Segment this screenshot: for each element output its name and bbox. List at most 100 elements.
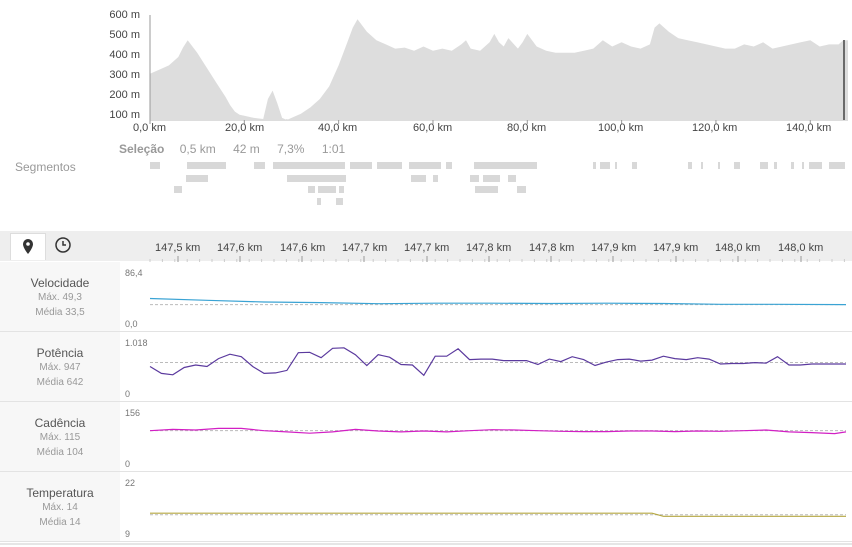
detail-x-tick: 147,9 km	[653, 242, 699, 254]
segment-bar[interactable]	[474, 162, 537, 169]
segment-bar[interactable]	[600, 162, 610, 169]
row-label-cadencia: Cadência Máx. 115 Média 104	[0, 402, 120, 471]
elevation-x-tick: 100,0 km	[598, 122, 644, 134]
segment-bar[interactable]	[632, 162, 637, 169]
elevation-x-tick: 0,0 km	[133, 122, 167, 134]
segment-bar[interactable]	[287, 175, 346, 182]
series-line-3	[150, 512, 846, 517]
detail-tick-marks	[149, 256, 845, 262]
segment-bar[interactable]	[350, 162, 372, 169]
tab-map[interactable]	[10, 233, 46, 260]
detail-x-tick: 147,7 km	[342, 242, 388, 254]
elevation-x-tick: 20,0 km	[225, 122, 265, 134]
metric-title: Temperatura	[26, 486, 94, 500]
segment-bar[interactable]	[470, 175, 479, 182]
row-label-velocidade: Velocidade Máx. 49,3 Média 33,5	[0, 262, 120, 331]
selection-grade: 7,3%	[277, 142, 305, 156]
segment-bar[interactable]	[377, 162, 402, 169]
segment-bar[interactable]	[187, 162, 226, 169]
metric-avg: Média 104	[36, 447, 84, 458]
metric-avg: Média 33,5	[35, 307, 85, 318]
clock-icon	[55, 237, 71, 253]
series-line-2	[149, 427, 847, 435]
elevation-y-tick: 300 m	[109, 69, 140, 81]
segment-bar[interactable]	[308, 186, 315, 193]
detail-x-tick: 148,0 km	[778, 242, 824, 254]
segment-bar[interactable]	[615, 162, 617, 169]
elevation-x-tick: 140,0 km	[786, 122, 832, 134]
elevation-area	[150, 19, 848, 121]
scale-bottom: 9	[125, 529, 131, 539]
segment-bar[interactable]	[186, 175, 208, 182]
elevation-y-tick: 200 m	[109, 89, 140, 101]
detail-x-tick: 147,9 km	[591, 242, 637, 254]
metric-title: Velocidade	[30, 276, 90, 290]
tab-time[interactable]	[46, 233, 80, 259]
segment-bar[interactable]	[336, 198, 343, 205]
series-line-0	[149, 297, 847, 306]
segment-bar[interactable]	[829, 162, 845, 169]
scale-top: 22	[125, 478, 136, 488]
segment-bar[interactable]	[791, 162, 794, 169]
segment-bar[interactable]	[508, 175, 516, 182]
selection-distance: 0,5 km	[179, 142, 216, 156]
segment-bar[interactable]	[688, 162, 692, 169]
segment-bar[interactable]	[446, 162, 452, 169]
segment-bar[interactable]	[734, 162, 740, 169]
series-line-1	[149, 347, 846, 377]
scale-bottom: 0	[125, 459, 131, 469]
map-pin-icon	[23, 239, 33, 254]
segment-bar[interactable]	[760, 162, 768, 169]
row-label-temperatura: Temperatura Máx. 14 Média 14	[0, 472, 120, 542]
metric-max: Máx. 49,3	[38, 292, 82, 303]
segment-bar[interactable]	[411, 175, 426, 182]
segment-bar[interactable]	[701, 162, 703, 169]
segment-bar[interactable]	[409, 162, 441, 169]
metric-title: Potência	[36, 346, 84, 360]
segment-bar[interactable]	[809, 162, 822, 169]
metric-max: Máx. 115	[39, 432, 81, 443]
detail-x-tick: 147,8 km	[466, 242, 512, 254]
scale-top: 1.018	[125, 338, 148, 348]
elevation-x-tick: 40,0 km	[318, 122, 358, 134]
segment-bar[interactable]	[254, 162, 265, 169]
selection-time: 1:01	[321, 142, 346, 156]
segment-bar[interactable]	[475, 186, 498, 193]
segment-bar[interactable]	[339, 186, 344, 193]
segment-bar[interactable]	[174, 186, 182, 193]
metric-avg: Média 642	[36, 377, 84, 388]
elevation-x-tick: 80,0 km	[507, 122, 547, 134]
detail-x-tick: 147,5 km	[155, 242, 201, 254]
elevation-y-tick: 600 m	[109, 9, 140, 21]
segments-track[interactable]	[0, 0, 852, 220]
segment-bar[interactable]	[318, 186, 336, 193]
segment-bar[interactable]	[317, 198, 321, 205]
scale-top: 156	[125, 408, 141, 418]
row-label-potencia: Potência Máx. 947 Média 642	[0, 332, 120, 401]
detail-x-tick: 148,0 km	[715, 242, 761, 254]
selection-label: Seleção	[119, 142, 165, 156]
segment-bar[interactable]	[774, 162, 777, 169]
segment-bar[interactable]	[150, 162, 160, 169]
metric-title: Cadência	[34, 416, 86, 430]
detail-tab-bar	[0, 231, 852, 261]
metric-max: Máx. 947	[39, 362, 81, 373]
elevation-x-tick: 120,0 km	[692, 122, 738, 134]
segment-bar[interactable]	[483, 175, 500, 182]
elevation-x-tick: 60,0 km	[413, 122, 453, 134]
scale-bottom: 0	[125, 389, 131, 399]
elevation-y-tick: 500 m	[109, 29, 140, 41]
detail-x-tick: 147,6 km	[217, 242, 263, 254]
segment-bar[interactable]	[718, 162, 720, 169]
segment-bar[interactable]	[273, 162, 345, 169]
detail-x-tick: 147,8 km	[529, 242, 575, 254]
detail-x-tick: 147,6 km	[280, 242, 326, 254]
segment-bar[interactable]	[433, 175, 438, 182]
selection-elevation: 42 m	[233, 142, 260, 156]
segment-bar[interactable]	[517, 186, 526, 193]
elevation-y-tick: 100 m	[109, 109, 140, 121]
segment-bar[interactable]	[802, 162, 804, 169]
elevation-chart[interactable]	[149, 15, 848, 124]
segment-bar[interactable]	[593, 162, 596, 169]
